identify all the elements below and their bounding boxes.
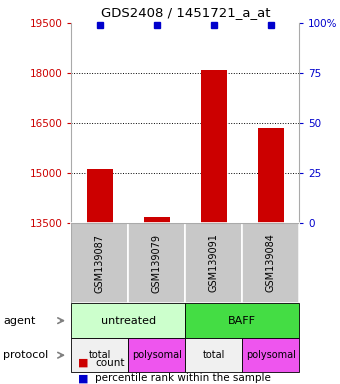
Text: ■: ■ [78, 358, 89, 368]
Bar [185, 223, 242, 303]
Text: GSM139079: GSM139079 [152, 233, 162, 293]
Bar [242, 223, 299, 303]
Bar [144, 217, 170, 223]
Text: BAFF: BAFF [228, 316, 256, 326]
Text: total: total [203, 350, 225, 360]
Bar [71, 338, 129, 372]
Text: polysomal: polysomal [246, 350, 296, 360]
Text: untreated: untreated [101, 316, 156, 326]
Title: GDS2408 / 1451721_a_at: GDS2408 / 1451721_a_at [101, 6, 270, 19]
Bar [87, 169, 113, 223]
Bar [242, 338, 299, 372]
Text: count: count [95, 358, 125, 368]
Bar [129, 338, 185, 372]
Text: GSM139087: GSM139087 [95, 233, 105, 293]
Bar [258, 128, 284, 223]
Text: percentile rank within the sample: percentile rank within the sample [95, 373, 271, 383]
Bar [185, 338, 242, 372]
Bar [71, 303, 185, 338]
Text: polysomal: polysomal [132, 350, 182, 360]
Text: protocol: protocol [3, 350, 49, 360]
Bar [129, 223, 185, 303]
Text: GSM139091: GSM139091 [209, 233, 219, 293]
Bar [201, 70, 226, 223]
Text: total: total [89, 350, 111, 360]
Bar [185, 303, 299, 338]
Text: agent: agent [3, 316, 36, 326]
Text: ■: ■ [78, 373, 89, 383]
Bar [71, 223, 129, 303]
Text: GSM139084: GSM139084 [266, 233, 276, 293]
